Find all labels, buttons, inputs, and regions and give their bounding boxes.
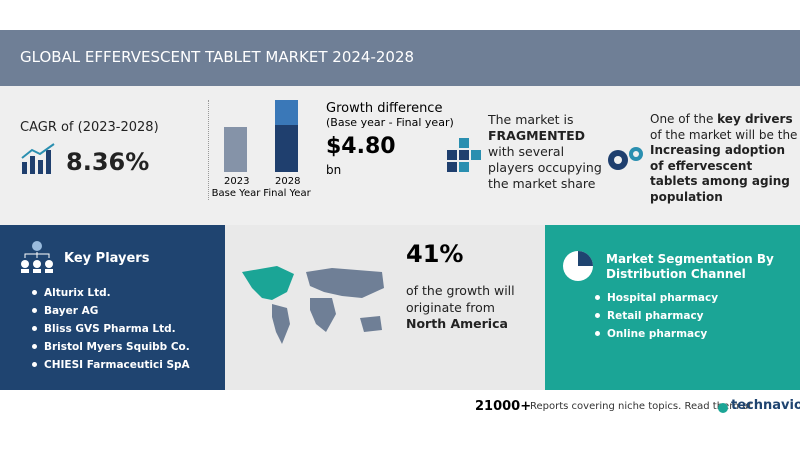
players-title: Key Players — [64, 251, 150, 266]
segment-item: Hospital pharmacy — [595, 289, 718, 307]
region-share: 41% — [406, 240, 464, 268]
segmentation-list: Hospital pharmacy Retail pharmacy Online p… — [595, 289, 718, 343]
market-line: The market is — [488, 112, 574, 127]
footer-text: Reports covering niche topics. Read them… — [530, 401, 753, 412]
base-bar — [224, 127, 247, 172]
market-line: the market share — [488, 176, 596, 191]
growth-subtitle: (Base year - Final year) — [326, 116, 454, 129]
summary-band — [0, 86, 800, 225]
market-line: FRAGMENTED — [488, 128, 585, 143]
base-label: Base Year — [211, 188, 261, 199]
market-line: with several — [488, 144, 565, 159]
drivers-text-part: key drivers — [717, 112, 793, 126]
players-icon — [21, 241, 53, 273]
growth-value: $4.80 — [326, 134, 396, 159]
final-label: Final Year — [263, 188, 311, 199]
pie-icon — [563, 251, 593, 281]
gears-icon — [608, 147, 643, 170]
footer-brand: technavio — [731, 398, 800, 413]
cagr-label: CAGR of (2023-2028) — [20, 120, 159, 135]
region-line: of the growth will — [406, 283, 515, 298]
segment-item: Online pharmacy — [595, 325, 718, 343]
drivers-line: population — [650, 189, 723, 204]
drivers-text: One of the key drivers of the market will… — [650, 112, 797, 205]
player-item: Bristol Myers Squibb Co. — [32, 338, 190, 356]
drivers-line: of effervescent — [650, 158, 753, 173]
header-band — [0, 30, 800, 86]
market-text: The market is FRAGMENTED with several playe… — [488, 112, 602, 192]
segmentation-title-line: Market Segmentation By — [606, 252, 774, 266]
footer-count: 21000+ — [475, 399, 532, 414]
region-text: of the growth will originate from North Am… — [406, 283, 515, 333]
player-item: Alturix Ltd. — [32, 284, 190, 302]
player-item: CHIESI Farmaceutici SpA — [32, 356, 190, 374]
final-bar-top — [275, 100, 298, 125]
segmentation-title: Market Segmentation By Distribution Chann… — [606, 252, 774, 282]
final-year: 2028 — [275, 176, 301, 187]
growth-icon — [21, 143, 55, 174]
growth-title: Growth difference — [326, 101, 443, 116]
market-line: players occupying — [488, 160, 602, 175]
growth-unit: bn — [326, 163, 342, 177]
drivers-line: One of the key drivers — [650, 112, 797, 128]
drivers-line: tablets among aging — [650, 174, 790, 188]
drivers-line: Increasing adoption — [650, 143, 785, 157]
segmentation-panel — [545, 225, 800, 390]
drivers-text-part: One of the — [650, 112, 718, 126]
title: GLOBAL EFFERVESCENT TABLET MARKET 2024-2… — [20, 48, 415, 66]
segmentation-title-line: Distribution Channel — [606, 267, 746, 281]
drivers-line: of the market will be the — [650, 127, 798, 142]
base-year: 2023 — [224, 176, 250, 187]
region-line: North America — [406, 316, 508, 331]
divider — [208, 100, 210, 200]
player-item: Bliss GVS Pharma Ltd. — [32, 320, 190, 338]
region-line: originate from — [406, 299, 495, 315]
players-list: Alturix Ltd. Bayer AG Bliss GVS Pharma Ltd… — [32, 284, 190, 374]
player-item: Bayer AG — [32, 302, 190, 320]
brand-logo — [718, 403, 728, 413]
segment-item: Retail pharmacy — [595, 307, 718, 325]
final-bar-bottom — [275, 125, 298, 172]
cagr-value: 8.36% — [66, 148, 150, 176]
fragment-icon — [447, 138, 481, 172]
world-map — [242, 266, 384, 344]
